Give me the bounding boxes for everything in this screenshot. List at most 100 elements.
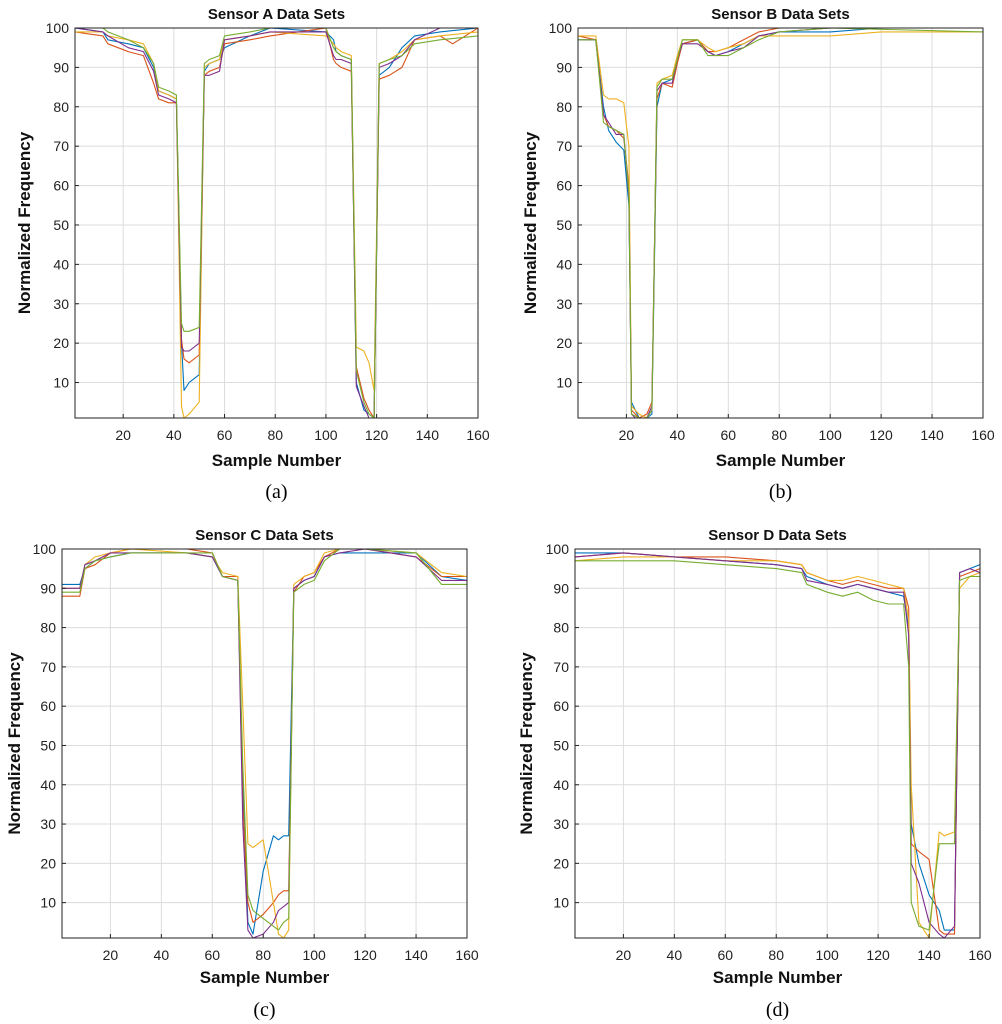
x-tick-label: 40 [166,427,182,443]
y-tick-label: 10 [556,375,572,391]
series-line-2 [575,552,980,935]
x-tick-label: 80 [255,947,271,963]
series-group [75,28,478,418]
y-tick-label: 60 [553,698,569,714]
series-line-3 [575,556,980,938]
series-line-1 [578,28,983,418]
x-tick-label: 60 [217,427,233,443]
series-line-5 [578,28,983,418]
x-axis-label: Sample Number [716,451,846,470]
x-tick-label: 140 [404,947,428,963]
x-axis-label: Sample Number [212,451,342,470]
x-tick-label: 100 [314,427,338,443]
x-tick-label: 100 [818,427,842,443]
y-tick-label: 30 [40,816,56,832]
y-tick-label: 50 [553,737,569,753]
y-tick-label: 20 [40,855,56,871]
plot-frame [74,27,479,419]
x-tick-label: 80 [771,427,787,443]
y-tick-label: 50 [53,217,69,233]
y-tick-label: 70 [556,138,572,154]
series-line-2 [75,28,478,418]
series-line-4 [62,549,467,938]
x-axis-label: Sample Number [200,968,330,987]
y-axis-label: Normalized Frequency [517,652,536,835]
x-tick-label: 100 [302,947,326,963]
series-group [575,552,980,938]
x-tick-label: 80 [768,947,784,963]
y-tick-label: 30 [556,296,572,312]
chart-title: Sensor B Data Sets [711,6,849,23]
y-tick-label: 10 [553,895,569,911]
x-tick-label: 60 [720,427,736,443]
y-tick-label: 90 [53,59,69,75]
x-axis-label: Sample Number [713,968,843,987]
series-group [578,28,983,418]
y-tick-label: 100 [549,20,573,36]
y-tick-label: 90 [556,59,572,75]
y-tick-label: 50 [556,217,572,233]
y-tick-label: 20 [553,855,569,871]
y-tick-label: 40 [40,777,56,793]
plot-frame [61,548,468,939]
series-line-2 [578,28,983,418]
series-line-1 [575,552,980,931]
y-tick-label: 30 [553,816,569,832]
panel-d: 20 40 60 80 100 120 140 160 10 20 30 40 50 60 70 80 90 10… [517,527,992,1021]
y-tick-label: 10 [40,895,56,911]
panel-c: 20 40 60 80 100 120 140 160 10 20 30 40 50 60 70 80 90 10… [5,527,479,1021]
series-line-5 [75,28,478,418]
y-tick-label: 60 [40,698,56,714]
panel-b: 20 40 60 80 100 120 140 160 10 20 30 40 50 60 70 80 90 10… [521,6,995,503]
chart-title: Sensor C Data Sets [195,527,333,544]
y-tick-label: 80 [53,99,69,115]
x-tick-label: 120 [866,947,890,963]
y-tick-label: 60 [53,178,69,194]
x-tick-label: 140 [416,427,440,443]
x-tick-label: 60 [204,947,220,963]
series-line-4 [575,552,980,938]
series-line-5 [575,560,980,931]
series-line-5 [62,549,467,931]
series-line-1 [62,552,467,935]
x-tick-label: 120 [353,947,377,963]
y-tick-label: 70 [53,138,69,154]
series-line-4 [75,28,478,418]
y-tick-label: 70 [40,659,56,675]
x-tick-label: 20 [103,947,119,963]
y-tick-label: 90 [553,580,569,596]
series-line-3 [62,549,467,938]
x-tick-label: 120 [869,427,893,443]
chart-title: Sensor A Data Sets [208,6,345,23]
x-tick-label: 40 [667,947,683,963]
y-tick-label: 80 [556,99,572,115]
x-tick-label: 100 [815,947,839,963]
x-tick-label: 20 [616,947,632,963]
x-tick-label: 20 [619,427,635,443]
y-tick-label: 100 [46,20,70,36]
plot-frame [577,27,984,419]
y-tick-label: 20 [556,335,572,351]
x-tick-label: 140 [920,427,944,443]
x-tick-label: 80 [267,427,283,443]
y-tick-label: 40 [556,256,572,272]
panel-caption: (b) [769,481,792,503]
y-tick-label: 100 [33,541,57,557]
x-tick-label: 60 [717,947,733,963]
x-tick-label: 120 [365,427,389,443]
y-tick-label: 20 [53,335,69,351]
y-tick-label: 90 [40,580,56,596]
y-tick-label: 50 [40,737,56,753]
series-group [62,549,467,938]
x-tick-label: 160 [455,947,479,963]
x-tick-label: 40 [154,947,170,963]
panel-caption: (a) [265,481,287,503]
y-tick-label: 80 [553,620,569,636]
x-tick-label: 40 [670,427,686,443]
x-tick-label: 140 [917,947,941,963]
x-tick-label: 160 [971,427,995,443]
y-tick-label: 80 [40,620,56,636]
y-tick-label: 60 [556,178,572,194]
